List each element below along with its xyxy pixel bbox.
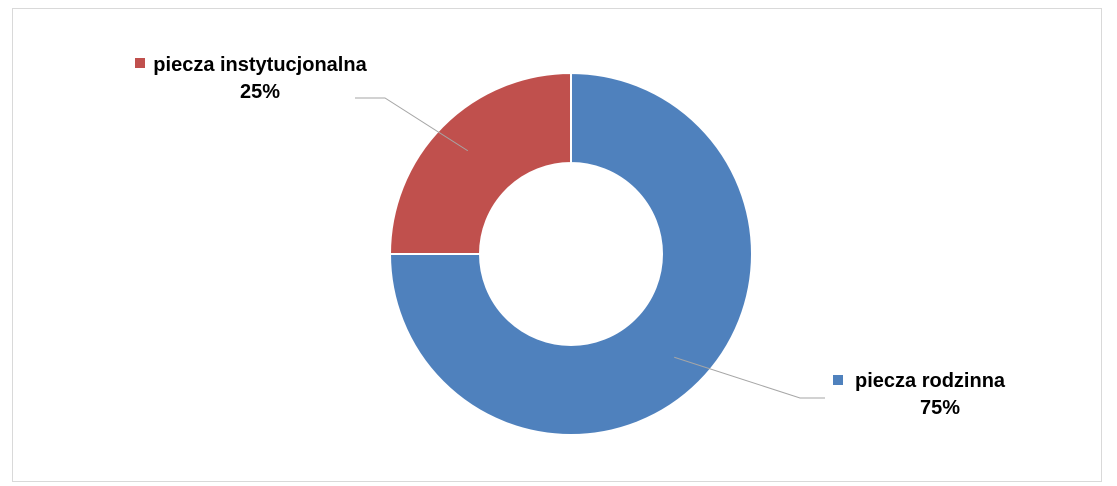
label-text-piecza-instytucjonalna: piecza instytucjonalna (153, 54, 367, 76)
leader-line-piecza-rodzinna (674, 356, 825, 399)
leader-lines-group (355, 97, 825, 399)
label-value-piecza-rodzinna: 75% (919, 397, 961, 419)
swatch-piecza-rodzinna (833, 375, 843, 385)
swatch-piecza-instytucjonalna (135, 58, 145, 68)
leader-line-piecza-instytucjonalna (355, 97, 469, 152)
data-label-piecza-instytucjonalna: piecza instytucjonalna 25% (125, 52, 395, 106)
label-text-piecza-rodzinna: piecza rodzinna (855, 370, 1006, 392)
slice-piecza-rodzinna (388, 71, 753, 436)
slices-group (388, 71, 753, 436)
slice-piecza-instytucjonalna (388, 71, 572, 255)
data-label-piecza-rodzinna: piecza rodzinna 75% (805, 368, 1075, 422)
label-value-piecza-instytucjonalna: 25% (239, 81, 281, 103)
